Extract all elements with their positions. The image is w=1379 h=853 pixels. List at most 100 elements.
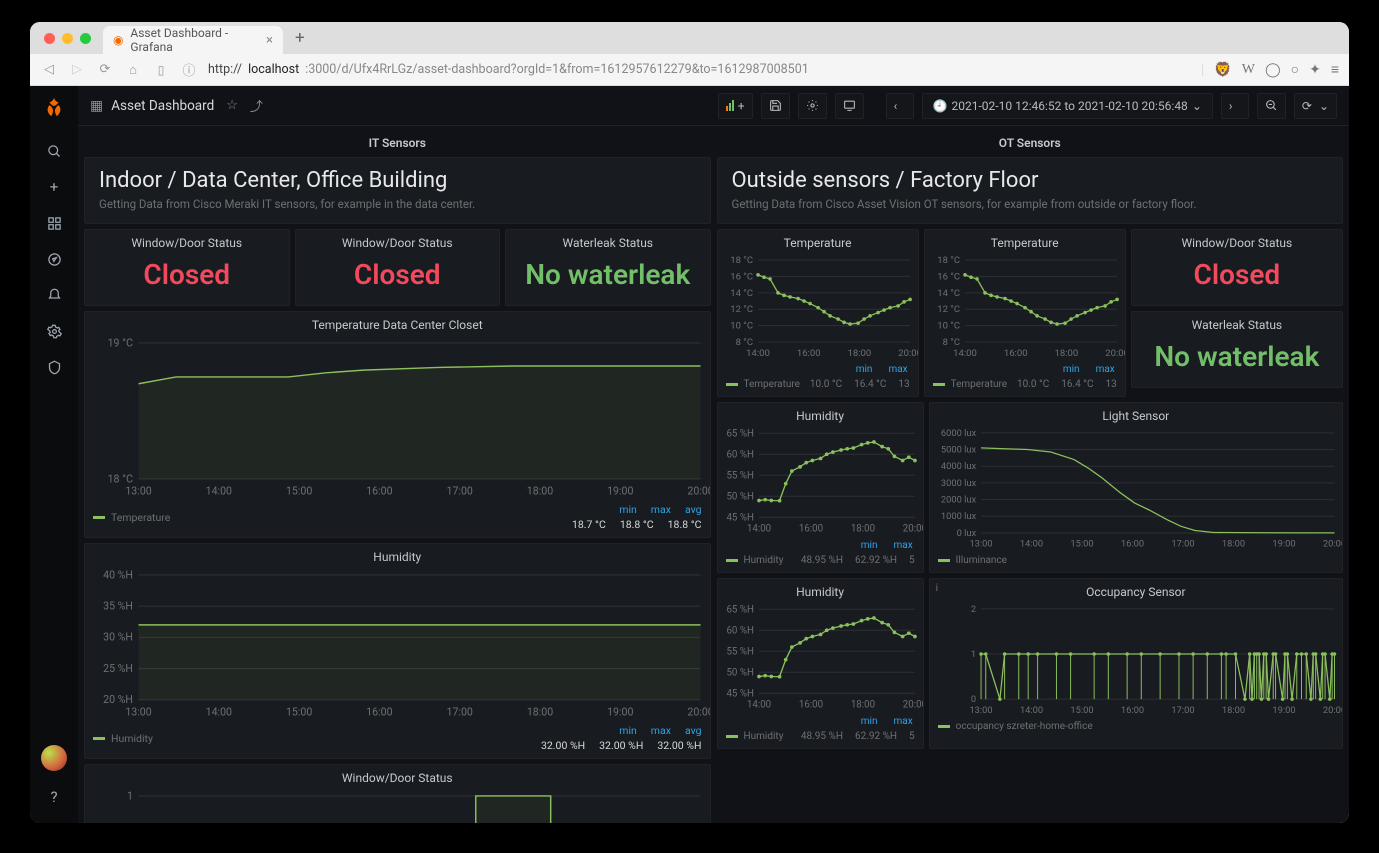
svg-text:8 °C: 8 °C [942, 337, 959, 348]
time-back-button[interactable]: ‹ [886, 93, 914, 119]
chart-legend: Illuminance [930, 553, 1342, 572]
user-avatar[interactable] [41, 745, 67, 771]
svg-text:19:00: 19:00 [1272, 539, 1295, 550]
stat-title: Window/Door Status [85, 230, 289, 252]
chart[interactable]: 0113:0014:0015:0016:0017:0018:0019:0020:… [85, 787, 710, 823]
grafana-favicon-icon: ◉ [113, 34, 124, 47]
svg-text:60 %H: 60 %H [726, 625, 753, 636]
chart[interactable]: 8 °C10 °C12 °C14 °C16 °C18 °C14:0016:001… [925, 252, 1125, 362]
svg-text:0: 0 [971, 694, 976, 705]
ext-circle-icon[interactable]: ◯ [1265, 62, 1281, 78]
stat-panel[interactable]: Window/Door Status Closed [1131, 229, 1343, 306]
alerting-icon[interactable] [38, 279, 70, 311]
ext-w-icon[interactable]: W [1242, 62, 1255, 78]
stat-panel[interactable]: Waterleak Status No waterleak [1131, 311, 1343, 388]
chart[interactable]: 0 lux1000 lux2000 lux3000 lux4000 lux500… [930, 425, 1342, 553]
grafana-logo-icon[interactable] [43, 96, 65, 123]
panel-hum-b: Humidity 45 %H50 %H55 %H60 %H65 %H14:001… [717, 578, 924, 749]
dashboard-settings-button[interactable] [798, 93, 827, 119]
svg-text:16:00: 16:00 [1004, 348, 1028, 359]
ext-o-icon[interactable]: ○ [1291, 61, 1299, 78]
new-tab-button[interactable]: + [289, 28, 311, 48]
stat-panel[interactable]: Window/Door Status Closed [295, 229, 501, 306]
svg-text:17:00: 17:00 [447, 706, 473, 719]
svg-text:20 %H: 20 %H [103, 693, 133, 706]
zoom-out-button[interactable] [1257, 93, 1286, 119]
info-icon[interactable]: i [936, 583, 938, 594]
svg-text:13:00: 13:00 [125, 706, 151, 719]
bookmark-icon[interactable]: ▯ [152, 63, 170, 77]
save-dashboard-button[interactable] [761, 93, 790, 119]
time-forward-button[interactable]: › [1221, 93, 1249, 119]
window-controls[interactable] [44, 33, 91, 44]
svg-text:20:00: 20:00 [1323, 705, 1342, 716]
stat-panel[interactable]: Waterleak Status No waterleak [505, 229, 711, 306]
tv-mode-button[interactable] [835, 93, 864, 119]
site-info-icon[interactable]: ⓘ [180, 60, 198, 79]
stat-panel[interactable]: Window/Door Status Closed [84, 229, 290, 306]
svg-text:65 %H: 65 %H [726, 604, 753, 615]
share-icon[interactable]: ⤴ [250, 96, 263, 115]
svg-text:17:00: 17:00 [447, 485, 473, 498]
chart[interactable]: 8 °C10 °C12 °C14 °C16 °C18 °C14:0016:001… [718, 252, 918, 362]
svg-text:18:00: 18:00 [1222, 539, 1245, 550]
extensions-icon[interactable]: ✦ [1309, 62, 1321, 78]
home-icon[interactable]: ⌂ [124, 62, 142, 78]
nav-forward-icon[interactable]: ▷ [68, 62, 86, 77]
panel-title: Humidity [85, 544, 710, 566]
url-input[interactable]: http://localhost:3000/d/Ufx4RrLGz/asset-… [208, 62, 1191, 77]
row-header-it[interactable]: IT Sensors [84, 132, 711, 152]
svg-text:13:00: 13:00 [969, 539, 992, 550]
svg-text:1000 lux: 1000 lux [941, 511, 977, 522]
chart[interactable]: 18 °C19 °C13:0014:0015:0016:0017:0018:00… [85, 334, 710, 501]
panel-title: Humidity [718, 403, 923, 425]
settings-icon[interactable] [38, 315, 70, 347]
svg-text:12 °C: 12 °C [937, 304, 960, 315]
left-column: IT Sensors Indoor / Data Center, Office … [84, 132, 711, 823]
panel-temp-dc: Temperature Data Center Closet 18 °C19 °… [84, 311, 711, 538]
time-range-button[interactable]: 🕘 2021-02-10 12:46:52 to 2021-02-10 20:5… [922, 93, 1213, 119]
browser-menu-icon[interactable]: ≡ [1331, 61, 1339, 78]
side-nav: + ? [30, 86, 78, 823]
svg-text:14:00: 14:00 [953, 348, 977, 359]
brave-shield-icon[interactable]: 🦁 [1214, 62, 1231, 78]
row-header-ot[interactable]: OT Sensors [717, 132, 1344, 152]
nav-back-icon[interactable]: ◁ [40, 62, 58, 77]
star-icon[interactable]: ☆ [226, 98, 238, 113]
chart[interactable]: 45 %H50 %H55 %H60 %H65 %H14:0016:0018:00… [718, 601, 923, 714]
svg-text:17:00: 17:00 [1171, 539, 1194, 550]
svg-text:18:00: 18:00 [527, 485, 553, 498]
help-icon[interactable]: ? [38, 781, 70, 813]
url-path: :3000/d/Ufx4RrLGz/asset-dashboard?orgId=… [305, 62, 809, 77]
svg-text:14 °C: 14 °C [937, 288, 960, 299]
dashboards-icon[interactable] [38, 207, 70, 239]
svg-text:14:00: 14:00 [1020, 539, 1043, 550]
panel-title: Temperature [925, 230, 1125, 252]
svg-text:18:00: 18:00 [850, 524, 874, 535]
search-icon[interactable] [38, 135, 70, 167]
close-tab-icon[interactable]: × [266, 33, 273, 48]
left-section-desc: Getting Data from Cisco Meraki IT sensor… [99, 197, 696, 211]
chart[interactable]: 20 %H25 %H30 %H35 %H40 %H13:0014:0015:00… [85, 566, 710, 722]
svg-text:65 %H: 65 %H [726, 428, 753, 439]
admin-icon[interactable] [38, 351, 70, 383]
browser-tab[interactable]: ◉ Asset Dashboard - Grafana × [103, 26, 283, 54]
svg-text:17:00: 17:00 [1171, 705, 1194, 716]
main-content: ▦ Asset Dashboard ☆ ⤴ + [78, 86, 1349, 823]
chart[interactable]: 45 %H50 %H55 %H60 %H65 %H14:0016:0018:00… [718, 425, 923, 538]
minimize-window-icon[interactable] [62, 33, 73, 44]
svg-text:18:00: 18:00 [847, 348, 871, 359]
explore-icon[interactable] [38, 243, 70, 275]
refresh-button[interactable]: ⟳ ⌄ [1294, 93, 1337, 119]
panel-hum-a: Humidity 45 %H50 %H55 %H60 %H65 %H14:001… [717, 402, 924, 573]
svg-text:20:00: 20:00 [902, 524, 922, 535]
svg-text:16:00: 16:00 [798, 700, 822, 711]
right-section: Outside sensors / Factory Floor Getting … [717, 157, 1344, 224]
reload-icon[interactable]: ⟳ [96, 62, 114, 77]
maximize-window-icon[interactable] [80, 33, 91, 44]
add-panel-button[interactable]: + [718, 93, 753, 119]
svg-text:19:00: 19:00 [607, 485, 633, 498]
close-window-icon[interactable] [44, 33, 55, 44]
create-icon[interactable]: + [38, 171, 70, 203]
chart[interactable]: 01213:0014:0015:0016:0017:0018:0019:0020… [930, 601, 1342, 719]
